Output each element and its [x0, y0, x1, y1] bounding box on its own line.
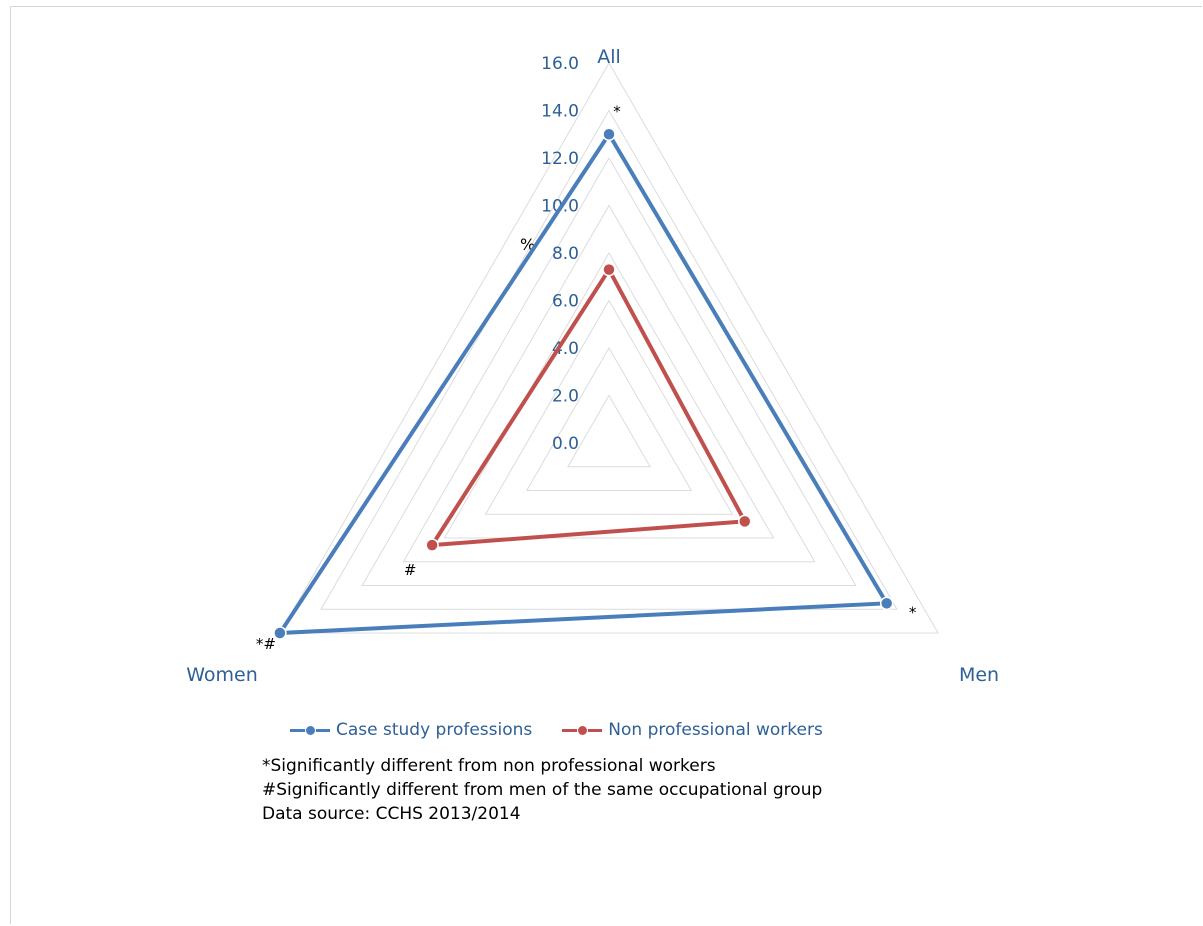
legend-label-non-professional: Non professional workers: [608, 720, 823, 740]
data-point-0-0: [602, 127, 616, 141]
tick-label-7: 14.0: [541, 102, 579, 122]
grid-ring-3: [484, 299, 734, 515]
legend-swatch-case-study: [290, 723, 330, 737]
data-point-1-2: [425, 538, 439, 552]
legend-label-case-study: Case study professions: [336, 720, 533, 740]
tick-label-3: 6.0: [552, 292, 579, 312]
tick-label-8: 16.0: [541, 54, 579, 74]
series-line-1: [428, 265, 748, 548]
footnote-significance-occupation: *Significantly different from non profes…: [262, 756, 716, 776]
tick-label-2: 4.0: [552, 339, 579, 359]
data-point-1-0: [602, 262, 616, 277]
footnote-data-source: Data source: CCHS 2013/2014: [262, 804, 521, 824]
grid-ring-7: [320, 109, 898, 610]
chart-frame: [10, 6, 1202, 924]
category-label-all: All: [597, 46, 621, 68]
legend-item-case-study: Case study professions: [290, 720, 532, 740]
legend-item-non-professional: Non professional workers: [562, 720, 823, 740]
grid-ring-8: [279, 62, 939, 634]
tick-label-4: 8.0: [552, 244, 579, 264]
legend: Case study professions Non professional …: [290, 720, 823, 740]
footnote-significance-sex: #Significantly different from men of the…: [262, 780, 823, 800]
significance-marker-0-0: *: [613, 102, 621, 120]
significance-marker-1-2: #: [404, 561, 417, 579]
data-point-0-2: [273, 626, 287, 640]
grid-ring-1: [566, 394, 652, 468]
significance-marker-0-2: *#: [256, 635, 276, 653]
tick-label-6: 12.0: [541, 149, 579, 169]
significance-marker-0-1: *: [909, 603, 917, 621]
data-point-1-1: [737, 514, 752, 529]
data-point-0-1: [879, 596, 894, 611]
grid-ring-5: [402, 204, 816, 563]
legend-swatch-non-professional: [562, 723, 603, 737]
footnotes: *Significantly different from non profes…: [262, 754, 822, 826]
tick-label-0: 0.0: [552, 434, 579, 454]
series-line-0: [276, 130, 891, 636]
grid-ring-2: [525, 346, 693, 491]
grid-ring-6: [361, 157, 857, 586]
category-label-men: Men: [959, 664, 999, 686]
tick-label-1: 2.0: [552, 387, 579, 407]
category-label-women: Women: [186, 664, 258, 686]
